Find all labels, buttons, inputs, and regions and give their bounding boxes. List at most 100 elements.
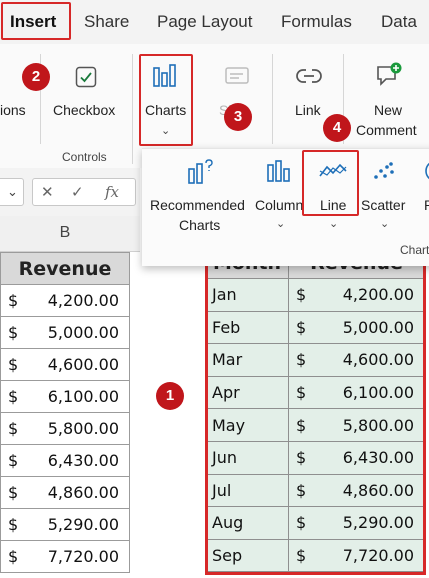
chevron-down-icon[interactable]: ⌄ bbox=[329, 218, 339, 230]
month-cell[interactable]: Mar bbox=[205, 343, 289, 377]
insert-tab-highlight bbox=[1, 2, 71, 40]
new-comment-line2[interactable]: Comment bbox=[356, 122, 417, 138]
recommended-charts-button[interactable]: Recommended bbox=[150, 197, 245, 213]
currency-cell[interactable]: $ bbox=[0, 316, 31, 349]
recommended-charts-label2[interactable]: Charts bbox=[179, 217, 221, 233]
table-row: Sep $ 7,720.00 bbox=[205, 538, 425, 573]
currency-cell[interactable]: $ bbox=[288, 408, 325, 442]
currency-cell[interactable]: $ bbox=[288, 440, 325, 475]
month-revenue-table: Month Revenue Jan $ 4,200.00 Feb $ 5,000… bbox=[205, 262, 425, 573]
tab-share[interactable]: Share bbox=[84, 12, 130, 31]
confirm-icon[interactable]: ✓ bbox=[71, 184, 84, 201]
amount-cell[interactable]: 5,000.00 bbox=[30, 316, 130, 349]
scatter-chart-button[interactable]: Scatter bbox=[361, 197, 406, 213]
month-cell[interactable]: Jun bbox=[205, 440, 289, 475]
currency-cell[interactable]: $ bbox=[0, 380, 31, 413]
amount-cell[interactable]: 5,800.00 bbox=[30, 412, 130, 445]
revenue-column: Revenue $ 4,200.00 $ 5,000.00 $ 4,600.00… bbox=[0, 252, 130, 573]
currency-cell[interactable]: $ bbox=[288, 343, 325, 377]
currency-cell[interactable]: $ bbox=[0, 412, 31, 445]
month-cell[interactable]: Jul bbox=[205, 473, 289, 508]
amount-cell[interactable]: 5,800.00 bbox=[324, 408, 425, 442]
recommended-charts-icon[interactable] bbox=[186, 159, 214, 190]
charts-dropdown-menu: Recommended Charts Column ⌄ Line ⌄ Scatt… bbox=[142, 148, 429, 266]
tab-insert[interactable]: Insert bbox=[10, 12, 57, 31]
new-comment-line1[interactable]: New bbox=[374, 102, 403, 118]
currency-cell[interactable]: $ bbox=[0, 348, 31, 381]
name-box[interactable]: ⌄ bbox=[0, 178, 24, 206]
pie-chart-icon[interactable] bbox=[422, 159, 429, 188]
amount-cell[interactable]: 6,100.00 bbox=[30, 380, 130, 413]
month-cell[interactable]: May bbox=[205, 408, 289, 442]
amount-cell[interactable]: 5,290.00 bbox=[324, 506, 425, 540]
partial-chart-button[interactable]: P bbox=[424, 197, 429, 213]
month-cell[interactable]: Sep bbox=[205, 538, 289, 573]
currency-cell[interactable]: $ bbox=[0, 508, 31, 541]
group-divider bbox=[272, 54, 273, 144]
tab-page-layout[interactable]: Page Layout bbox=[157, 12, 253, 31]
controls-group-label: Controls bbox=[62, 150, 107, 164]
amount-cell[interactable]: 4,600.00 bbox=[324, 343, 425, 377]
column-chart-button[interactable]: Column bbox=[255, 197, 304, 213]
step-marker-4: 4 bbox=[323, 114, 351, 142]
charts-button[interactable]: Charts bbox=[145, 102, 187, 118]
cancel-icon[interactable]: ✕ bbox=[41, 184, 54, 201]
amount-cell[interactable]: 4,200.00 bbox=[30, 284, 130, 317]
group-divider bbox=[132, 54, 133, 164]
month-cell[interactable]: Feb bbox=[205, 310, 289, 345]
amount-cell[interactable]: 5,000.00 bbox=[324, 310, 425, 345]
amount-cell[interactable]: 6,430.00 bbox=[324, 440, 425, 475]
insert-ribbon: ions Checkbox Controls Charts ⌄ Sh r Li bbox=[0, 44, 429, 168]
month-cell[interactable]: Aug bbox=[205, 506, 289, 540]
currency-cell[interactable]: $ bbox=[0, 540, 31, 573]
month-cell[interactable]: Apr bbox=[205, 375, 289, 410]
amount-cell[interactable]: 7,720.00 bbox=[324, 538, 425, 573]
partial-ribbon-label[interactable]: ions bbox=[0, 102, 26, 118]
currency-cell[interactable]: $ bbox=[0, 284, 31, 317]
formula-input[interactable]: ✕ ✓ fx bbox=[32, 178, 136, 206]
month-cell[interactable]: Jan bbox=[205, 278, 289, 312]
charts-icon[interactable] bbox=[152, 64, 178, 93]
column-chart-icon[interactable] bbox=[266, 159, 292, 188]
line-chart-button[interactable]: Line bbox=[320, 197, 347, 213]
table-row: May $ 5,800.00 bbox=[205, 408, 425, 442]
currency-cell[interactable]: $ bbox=[288, 375, 325, 410]
function-icon[interactable]: fx bbox=[105, 183, 120, 201]
column-b-header[interactable]: B bbox=[59, 224, 71, 241]
line-chart-icon[interactable] bbox=[318, 161, 348, 186]
chevron-down-icon[interactable]: ⌄ bbox=[161, 125, 171, 137]
revenue-header-cell[interactable]: Revenue bbox=[0, 252, 130, 285]
link-icon[interactable] bbox=[296, 66, 322, 91]
table-row: $ 4,860.00 bbox=[0, 476, 130, 509]
chevron-down-icon[interactable]: ⌄ bbox=[7, 184, 18, 199]
currency-cell[interactable]: $ bbox=[288, 506, 325, 540]
currency-cell[interactable]: $ bbox=[288, 538, 325, 573]
amount-cell[interactable]: 4,860.00 bbox=[324, 473, 425, 508]
currency-cell[interactable]: $ bbox=[0, 444, 31, 477]
tab-data[interactable]: Data bbox=[381, 12, 417, 31]
amount-cell[interactable]: 4,600.00 bbox=[30, 348, 130, 381]
amount-cell[interactable]: 6,100.00 bbox=[324, 375, 425, 410]
amount-cell[interactable]: 4,200.00 bbox=[324, 278, 425, 312]
currency-cell[interactable]: $ bbox=[288, 310, 325, 345]
amount-cell[interactable]: 5,290.00 bbox=[30, 508, 130, 541]
checkbox-button[interactable]: Checkbox bbox=[53, 102, 116, 118]
amount-cell[interactable]: 4,860.00 bbox=[30, 476, 130, 509]
amount-cell[interactable]: 7,720.00 bbox=[30, 540, 130, 573]
table-row: $ 5,800.00 bbox=[0, 412, 130, 445]
currency-cell[interactable]: $ bbox=[288, 473, 325, 508]
chevron-down-icon[interactable]: ⌄ bbox=[380, 218, 390, 230]
table-row: Revenue bbox=[0, 252, 130, 285]
chevron-down-icon[interactable]: ⌄ bbox=[276, 218, 286, 230]
currency-cell[interactable]: $ bbox=[288, 278, 325, 312]
table-row: $ 6,430.00 bbox=[0, 444, 130, 477]
table-row: $ 7,720.00 bbox=[0, 540, 130, 573]
scatter-chart-icon[interactable] bbox=[372, 161, 396, 188]
selected-data-range[interactable]: Month Revenue Jan $ 4,200.00 Feb $ 5,000… bbox=[205, 262, 425, 576]
tab-formulas[interactable]: Formulas bbox=[281, 12, 352, 31]
checkbox-icon[interactable] bbox=[75, 66, 97, 93]
link-button[interactable]: Link bbox=[295, 102, 321, 118]
currency-cell[interactable]: $ bbox=[0, 476, 31, 509]
amount-cell[interactable]: 6,430.00 bbox=[30, 444, 130, 477]
new-comment-icon[interactable] bbox=[375, 62, 403, 93]
